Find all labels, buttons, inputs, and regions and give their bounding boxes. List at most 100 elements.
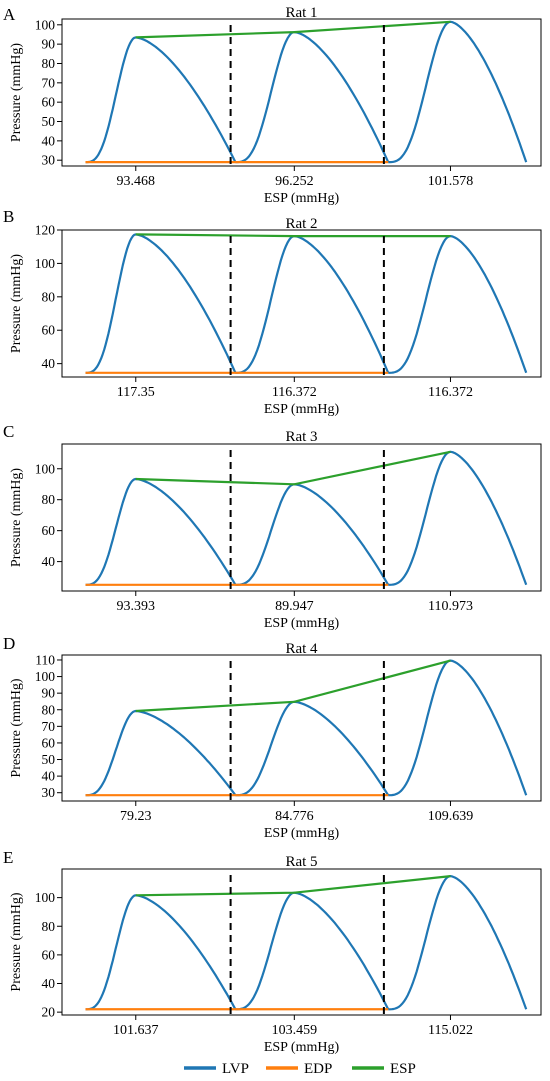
x-tick-label: 89.947 bbox=[275, 599, 314, 614]
x-axis-label: ESP (mmHg) bbox=[264, 826, 340, 841]
y-tick-label: 100 bbox=[35, 461, 56, 476]
lvp-beat-line bbox=[235, 31, 390, 164]
panel-e: E Rat 5 20 40 60 80 100 Pressure (mmHg) 101.637 1… bbox=[3, 848, 542, 1055]
y-tick-label: 40 bbox=[42, 133, 56, 148]
lvp-beat-line bbox=[85, 709, 237, 797]
y-axis-label: Pressure (mmHg) bbox=[9, 892, 24, 991]
legend-label: LVP bbox=[222, 1061, 249, 1077]
legend-label: ESP bbox=[390, 1061, 416, 1077]
esp-line bbox=[135, 659, 451, 713]
chart-title: Rat 1 bbox=[285, 5, 317, 21]
y-tick-label: 40 bbox=[42, 976, 56, 991]
chart-title: Rat 2 bbox=[285, 216, 317, 232]
y-tick-label: 60 bbox=[42, 523, 56, 538]
y-tick-label: 70 bbox=[42, 719, 56, 734]
panel-b: B Rat 2 40 60 80 100 120 Pressure (mmHg) 117.35 1… bbox=[3, 207, 542, 417]
y-tick-label: 50 bbox=[42, 114, 56, 129]
lvp-beat-line bbox=[235, 700, 390, 797]
x-tick-label: 116.372 bbox=[272, 385, 317, 400]
x-tick-label: 101.578 bbox=[428, 174, 474, 189]
plot-frame bbox=[61, 654, 542, 802]
lvp-beat-line bbox=[388, 450, 528, 586]
y-tick-label: 60 bbox=[42, 95, 56, 110]
x-tick-label: 117.35 bbox=[117, 385, 155, 400]
legend-label: EDP bbox=[304, 1061, 332, 1077]
y-tick-label: 80 bbox=[42, 289, 56, 304]
y-tick-label: 90 bbox=[42, 37, 56, 52]
y-tick-label: 30 bbox=[42, 785, 56, 800]
y-tick-label: 100 bbox=[35, 17, 56, 32]
panel-letter: D bbox=[3, 634, 15, 653]
x-tick-label: 110.973 bbox=[428, 599, 473, 614]
x-tick-label: 101.637 bbox=[113, 1023, 159, 1038]
chart-title: Rat 5 bbox=[285, 854, 317, 870]
esp-line bbox=[135, 875, 451, 897]
plot-frame bbox=[61, 443, 542, 592]
y-tick-label: 70 bbox=[42, 75, 56, 90]
x-axis-label: ESP (mmHg) bbox=[264, 191, 340, 206]
panel-c: C Rat 3 40 60 80 100 Pressure (mmHg) 93.393 89.9… bbox=[3, 422, 542, 631]
x-tick-label: 93.468 bbox=[117, 174, 156, 189]
lvp-beat-line bbox=[85, 233, 237, 374]
lvp-beat-line bbox=[388, 235, 528, 374]
panel-letter: E bbox=[3, 848, 13, 867]
x-tick-label: 96.252 bbox=[275, 174, 314, 189]
legend: LVP EDP ESP bbox=[184, 1061, 416, 1077]
x-tick-label: 115.022 bbox=[428, 1023, 473, 1038]
x-tick-label: 84.776 bbox=[275, 809, 314, 824]
y-tick-label: 30 bbox=[42, 153, 56, 168]
y-tick-label: 40 bbox=[42, 356, 56, 371]
lvp-beat-line bbox=[85, 477, 237, 586]
y-tick-label: 100 bbox=[35, 890, 56, 905]
y-tick-label: 100 bbox=[35, 669, 56, 684]
x-axis-label: ESP (mmHg) bbox=[264, 1040, 340, 1055]
plot-frame bbox=[61, 868, 542, 1016]
panel-a: A Rat 1 30 40 50 60 70 80 90 100 Pressure (mmHg) 93… bbox=[3, 5, 542, 206]
y-tick-label: 80 bbox=[42, 702, 56, 717]
y-axis-label: Pressure (mmHg) bbox=[9, 468, 24, 567]
chart-title: Rat 3 bbox=[285, 429, 317, 445]
y-tick-label: 90 bbox=[42, 686, 56, 701]
y-tick-label: 100 bbox=[35, 256, 56, 271]
y-tick-label: 40 bbox=[42, 554, 56, 569]
plot-frame bbox=[61, 18, 542, 167]
lvp-beat-line bbox=[235, 483, 390, 586]
lvp-beat-line bbox=[85, 894, 237, 1011]
panel-letter: A bbox=[3, 5, 16, 24]
y-tick-label: 80 bbox=[42, 56, 56, 71]
x-tick-label: 116.372 bbox=[428, 385, 473, 400]
panel-letter: C bbox=[3, 422, 14, 441]
x-tick-label: 79.23 bbox=[120, 809, 152, 824]
lvp-beat-line bbox=[235, 891, 390, 1011]
y-axis-label: Pressure (mmHg) bbox=[9, 43, 24, 142]
esp-line bbox=[135, 20, 451, 39]
y-axis-label: Pressure (mmHg) bbox=[9, 678, 24, 777]
x-axis-label: ESP (mmHg) bbox=[264, 402, 340, 417]
y-tick-label: 50 bbox=[42, 752, 56, 767]
x-tick-label: 103.459 bbox=[272, 1023, 318, 1038]
y-tick-label: 120 bbox=[35, 223, 56, 238]
y-tick-label: 60 bbox=[42, 735, 56, 750]
x-tick-label: 93.393 bbox=[117, 599, 156, 614]
y-tick-label: 60 bbox=[42, 323, 56, 338]
y-tick-label: 40 bbox=[42, 769, 56, 784]
panel-letter: B bbox=[3, 207, 14, 226]
y-axis-label: Pressure (mmHg) bbox=[9, 254, 24, 353]
esp-line bbox=[135, 233, 451, 238]
x-axis-label: ESP (mmHg) bbox=[264, 616, 340, 631]
chart-title: Rat 4 bbox=[285, 641, 318, 657]
lvp-beat-line bbox=[388, 875, 528, 1011]
lvp-beat-line bbox=[388, 20, 528, 164]
lvp-beat-line bbox=[235, 235, 390, 374]
lvp-beat-line bbox=[388, 659, 528, 797]
y-tick-label: 80 bbox=[42, 919, 56, 934]
y-tick-label: 110 bbox=[35, 652, 55, 667]
lvp-beat-line bbox=[85, 36, 237, 164]
x-tick-label: 109.639 bbox=[428, 809, 474, 824]
y-tick-label: 80 bbox=[42, 492, 56, 507]
y-tick-label: 20 bbox=[42, 1005, 56, 1020]
plot-frame bbox=[61, 229, 542, 378]
y-tick-label: 60 bbox=[42, 947, 56, 962]
